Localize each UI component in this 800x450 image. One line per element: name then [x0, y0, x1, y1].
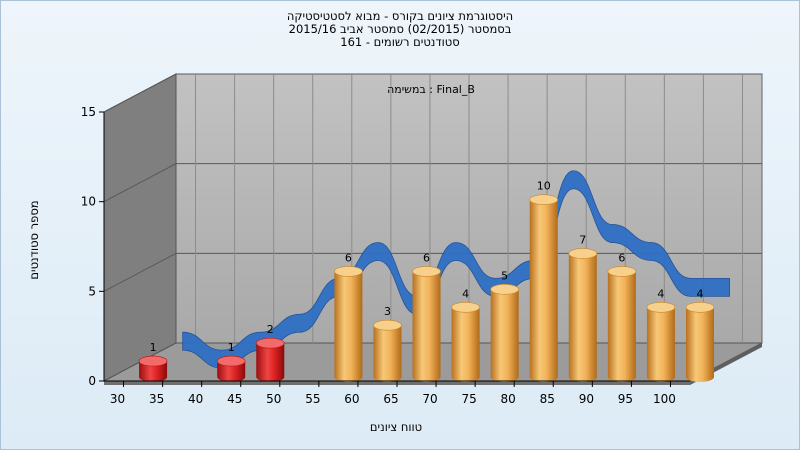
- bar-cap: [685, 301, 715, 313]
- bar-value-label: 4: [657, 287, 664, 300]
- bar-value-label: 4: [697, 287, 704, 300]
- bar-body: [607, 271, 636, 382]
- trend-ribbon: [182, 170, 730, 369]
- y-axis-label: מספר סטודנטים: [27, 200, 41, 280]
- bar-90: 6: [607, 251, 637, 382]
- x-tick-label: 95: [618, 392, 633, 406]
- chart-title-line-3: סטודנטים רשומים - 161: [340, 35, 460, 49]
- bar-45: 2: [255, 323, 285, 382]
- bar-cap: [255, 337, 285, 349]
- y-tick-label: 5: [88, 284, 96, 298]
- y-tick-label: 15: [81, 105, 96, 119]
- bar-value-label: 6: [618, 251, 625, 264]
- bar-cap: [334, 266, 363, 277]
- bar-65: 6: [412, 251, 441, 382]
- bar-80: 10: [529, 180, 559, 382]
- x-tick-label: 75: [461, 392, 476, 406]
- trend-line: [182, 170, 730, 369]
- x-tick-label: 60: [344, 392, 359, 406]
- bar-55: 6: [334, 251, 363, 382]
- x-tick-label: 45: [227, 392, 242, 406]
- bar-body: [217, 361, 246, 382]
- bar-cap: [216, 355, 246, 367]
- bar-cap: [529, 194, 559, 205]
- bar-value-label: 1: [150, 341, 157, 354]
- bar-body: [256, 343, 285, 382]
- bar-value-label: 1: [228, 341, 235, 354]
- bar-cap: [646, 301, 676, 313]
- bar-cap: [138, 355, 168, 367]
- x-tick-label: 100: [653, 392, 676, 406]
- bar-value-label: 3: [384, 305, 391, 318]
- side-wall: [103, 73, 177, 382]
- bar-body: [529, 199, 558, 382]
- gridline: [103, 73, 762, 113]
- x-tick-label: 85: [540, 392, 555, 406]
- x-axis-label: טווח ציונים: [369, 420, 423, 434]
- bar-value-label: 10: [537, 180, 551, 193]
- bar-value-label: 6: [423, 251, 430, 264]
- bar-value-label: 7: [579, 233, 586, 246]
- x-tick-label: 35: [149, 392, 164, 406]
- chart-title: היסטוגרמת ציונים בקורס - מבוא לסטטיסטיקה…: [0, 10, 800, 49]
- bar-cap: [451, 301, 480, 313]
- x-tick-label: 65: [383, 392, 398, 406]
- bar-30: 1: [138, 341, 168, 382]
- chart-title-line-1: היסטוגרמת ציונים בקורס - מבוא לסטטיסטיקה: [286, 9, 514, 23]
- chart-annotation: במשימה : Final_B: [387, 83, 475, 96]
- x-tick-label: 40: [188, 392, 203, 406]
- bar-95: 4: [646, 287, 676, 382]
- y-tick-label: 10: [81, 195, 96, 209]
- bar-body: [646, 307, 675, 382]
- chart-title-line-2: בסמסטר (02/2015) סמסטר אביב 2015/16: [288, 22, 512, 36]
- bar-body: [451, 307, 480, 382]
- bar-100: 4: [685, 287, 715, 382]
- bar-value-label: 6: [345, 251, 352, 264]
- bar-cap: [373, 319, 402, 331]
- x-tick-label: 30: [110, 392, 125, 406]
- bar-85: 7: [568, 233, 598, 382]
- bar-cap: [607, 266, 637, 277]
- bar-60: 3: [373, 305, 402, 382]
- y-tick-label: 0: [88, 374, 96, 388]
- bar-series: 1 1 2 6 3 6 4 5 10 7 6 4 4: [138, 180, 715, 383]
- x-tick-label: 90: [579, 392, 594, 406]
- bar-cap: [490, 284, 519, 295]
- bar-value-label: 2: [267, 323, 274, 336]
- gridline: [103, 163, 762, 203]
- bar-body: [490, 289, 519, 383]
- bar-body: [139, 361, 168, 382]
- bar-body: [412, 271, 441, 382]
- grid-lines: [103, 73, 762, 343]
- x-tick-label: 80: [501, 392, 516, 406]
- bar-40: 1: [216, 341, 246, 382]
- x-tick-label: 50: [266, 392, 281, 406]
- bar-70: 4: [451, 287, 480, 382]
- bar-cap: [568, 248, 598, 259]
- bar-body: [686, 307, 714, 382]
- bar-body: [373, 325, 402, 382]
- bar-body: [334, 271, 363, 382]
- bar-75: 5: [490, 269, 519, 383]
- bar-body: [568, 253, 597, 382]
- gridline: [103, 252, 762, 292]
- x-tick-label: 70: [422, 392, 437, 406]
- bar-value-label: 5: [501, 269, 508, 282]
- bar-value-label: 4: [462, 287, 469, 300]
- bar-cap: [412, 266, 441, 277]
- x-tick-label: 55: [305, 392, 320, 406]
